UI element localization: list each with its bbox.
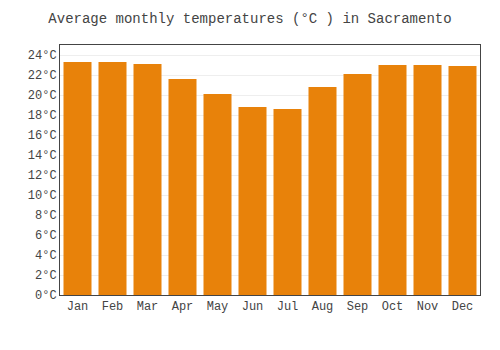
svg-text:Oct: Oct bbox=[382, 300, 404, 314]
svg-text:0°C: 0°C bbox=[35, 289, 57, 303]
svg-text:6°C: 6°C bbox=[35, 229, 57, 243]
svg-text:4°C: 4°C bbox=[35, 249, 57, 263]
svg-text:Jan: Jan bbox=[67, 300, 89, 314]
svg-text:Jul: Jul bbox=[277, 300, 299, 314]
svg-text:Nov: Nov bbox=[417, 300, 439, 314]
svg-text:Apr: Apr bbox=[172, 300, 194, 314]
svg-text:8°C: 8°C bbox=[35, 209, 57, 223]
svg-text:Mar: Mar bbox=[137, 300, 159, 314]
svg-text:12°C: 12°C bbox=[28, 169, 57, 183]
svg-text:Dec: Dec bbox=[452, 300, 474, 314]
svg-text:Aug: Aug bbox=[312, 300, 334, 314]
svg-text:16°C: 16°C bbox=[28, 129, 57, 143]
svg-text:22°C: 22°C bbox=[28, 69, 57, 83]
svg-text:Sep: Sep bbox=[347, 300, 369, 314]
svg-text:2°C: 2°C bbox=[35, 269, 57, 283]
svg-text:14°C: 14°C bbox=[28, 149, 57, 163]
svg-text:Jun: Jun bbox=[242, 300, 264, 314]
svg-text:10°C: 10°C bbox=[28, 189, 57, 203]
svg-text:24°C: 24°C bbox=[28, 49, 57, 63]
svg-text:20°C: 20°C bbox=[28, 89, 57, 103]
svg-text:Feb: Feb bbox=[102, 300, 124, 314]
svg-text:May: May bbox=[207, 300, 229, 314]
svg-text:18°C: 18°C bbox=[28, 109, 57, 123]
svg-text:Average monthly temperatures (: Average monthly temperatures (°C ) in Sa… bbox=[48, 11, 451, 27]
